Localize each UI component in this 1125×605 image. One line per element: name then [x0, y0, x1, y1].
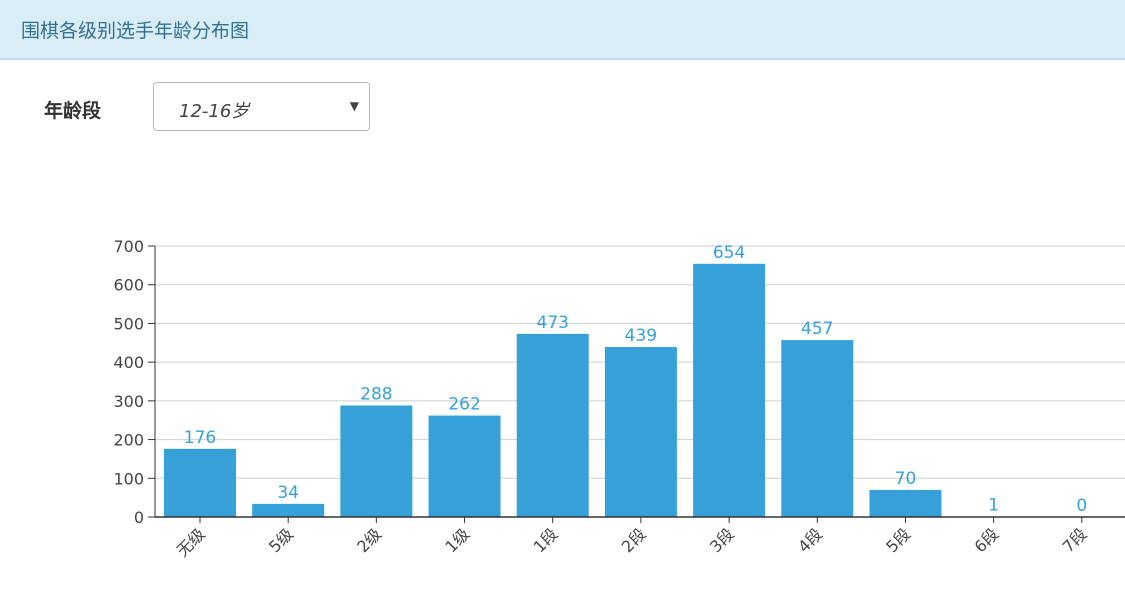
category-label: 7段 — [1059, 524, 1091, 556]
page-header: 围棋各级别选手年龄分布图 — [0, 0, 1125, 60]
category-label: 2级 — [353, 524, 385, 556]
y-tick-label: 700 — [113, 237, 144, 256]
age-range-selected-value: 12-16岁 — [179, 101, 250, 122]
bar-value-label: 70 — [895, 469, 917, 489]
bar — [781, 340, 854, 517]
bar-value-label: 262 — [448, 395, 480, 415]
bar-value-label: 1 — [988, 496, 999, 516]
y-tick-label: 200 — [113, 431, 144, 450]
category-label: 6段 — [971, 524, 1003, 556]
bar — [340, 405, 413, 517]
category-label: 无级 — [173, 524, 209, 560]
bar-value-label: 176 — [184, 428, 216, 448]
y-tick-label: 100 — [113, 469, 144, 488]
bar-value-label: 34 — [277, 483, 299, 503]
bar — [516, 333, 589, 517]
y-tick-label: 600 — [113, 276, 144, 295]
bar — [252, 503, 325, 517]
bar — [604, 347, 677, 517]
bar-value-label: 473 — [537, 313, 569, 333]
y-tick-label: 0 — [134, 508, 144, 527]
bar-value-label: 654 — [713, 243, 745, 263]
bar-value-label: 439 — [625, 326, 657, 346]
y-tick-label: 300 — [113, 392, 144, 411]
dropdown-arrow-icon: ▼ — [349, 99, 359, 113]
bar-value-label: 457 — [801, 319, 833, 339]
category-label: 4段 — [794, 524, 826, 556]
y-tick-label: 500 — [113, 314, 144, 333]
y-tick-label: 400 — [113, 353, 144, 372]
bar — [428, 415, 501, 517]
category-label: 1段 — [530, 524, 562, 556]
bar — [693, 263, 766, 517]
age-range-label: 年龄段 — [44, 100, 102, 122]
page-title: 围棋各级别选手年龄分布图 — [21, 20, 250, 42]
category-label: 3段 — [706, 524, 738, 556]
bar-value-label: 288 — [360, 385, 392, 405]
bar-value-label: 0 — [1076, 496, 1087, 516]
category-label: 5段 — [882, 524, 914, 556]
category-label: 2段 — [618, 524, 650, 556]
age-range-select[interactable]: 12-16岁 ▼ — [153, 82, 370, 131]
category-label: 1级 — [441, 524, 473, 556]
category-label: 5级 — [265, 524, 297, 556]
bar — [164, 448, 236, 517]
bar — [869, 489, 942, 517]
